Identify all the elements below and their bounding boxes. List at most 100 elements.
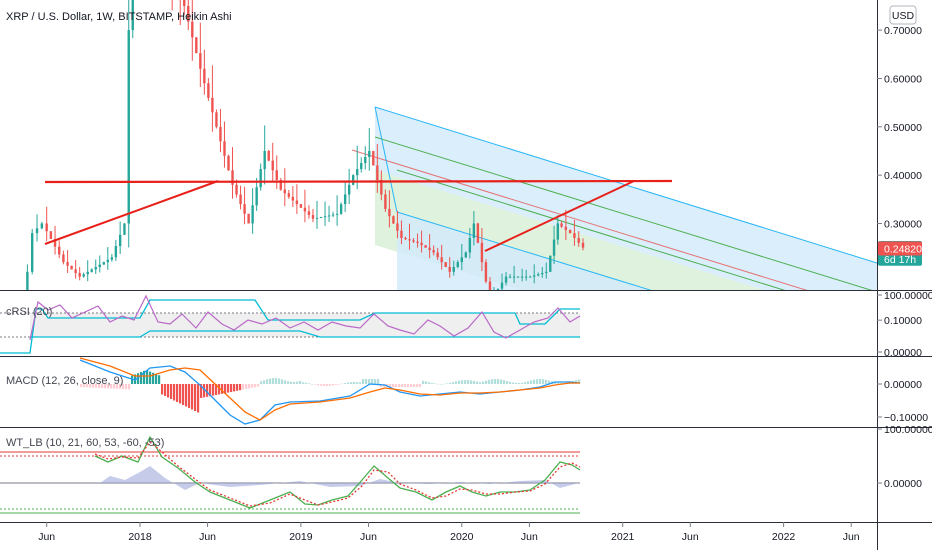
macd-histogram-bar xyxy=(92,384,95,388)
macd-histogram-bar xyxy=(485,380,488,384)
macd-histogram-bar xyxy=(251,384,254,388)
macd-histogram-bar xyxy=(536,379,539,384)
candle-body xyxy=(480,242,484,263)
macd-histogram-bar xyxy=(137,373,140,384)
time-tick-label: Jun xyxy=(843,531,860,543)
candle-body xyxy=(40,223,44,229)
macd-histogram-bar xyxy=(473,380,476,384)
macd-histogram-bar xyxy=(407,384,410,387)
candlesticks[interactable] xyxy=(0,0,585,366)
crsi-pane[interactable]: cRSI (20) xyxy=(0,294,581,354)
indicator-tick-label: −0.10000 xyxy=(884,412,928,424)
candle-body xyxy=(110,257,114,260)
candle-body xyxy=(279,179,282,190)
candle-body xyxy=(444,262,447,267)
candle-body xyxy=(259,169,262,188)
indicator-tick-label: 100.00000 xyxy=(884,424,932,436)
candle-body xyxy=(70,265,73,270)
macd-histogram-bar xyxy=(158,375,161,384)
price-tag-label: 0.24820 xyxy=(884,244,922,256)
macd-histogram-bar xyxy=(236,384,239,391)
time-axis[interactable]: Jun 2018 Jun 2019 Jun 2020 Jun 2021 Jun 2022 Jun xyxy=(38,522,860,543)
macd-histogram-bar xyxy=(194,384,197,411)
candle-body xyxy=(131,0,134,31)
candle-body xyxy=(123,223,126,235)
candle-body xyxy=(45,223,48,232)
candle-body xyxy=(227,155,230,171)
currency-button[interactable] xyxy=(889,5,917,25)
macd-histogram-bar xyxy=(116,384,119,389)
macd-histogram-bar xyxy=(125,384,128,390)
candle-body xyxy=(239,194,242,205)
candle-body xyxy=(468,237,472,253)
candle-body xyxy=(114,246,118,258)
macd-histogram-bar xyxy=(377,379,380,384)
price-tick-label: 0.70000 xyxy=(884,25,922,37)
macd-histogram-bar xyxy=(491,379,494,384)
resistance-line[interactable] xyxy=(44,179,673,184)
candle-body xyxy=(420,242,423,246)
macd-histogram-bar xyxy=(530,380,533,384)
macd-histogram-bar xyxy=(365,379,368,384)
macd-histogram-bar xyxy=(143,370,146,384)
macd-histogram-bar xyxy=(80,384,83,387)
macd-histogram-bar xyxy=(434,383,437,384)
macd-histogram-bar xyxy=(362,379,365,384)
macd-histogram-bar xyxy=(308,383,311,384)
candle-body xyxy=(30,233,34,272)
macd-histogram-bar xyxy=(188,384,191,408)
candle-body xyxy=(524,276,528,278)
candle-body xyxy=(504,276,508,283)
indicator-tick-label: 0.00000 xyxy=(884,478,922,490)
macd-histogram-bar xyxy=(296,381,299,384)
macd-histogram-bar xyxy=(245,384,248,389)
candle-body xyxy=(127,30,130,224)
chart-title: XRP / U.S. Dollar, 1W, BITSTAMP, Heikin … xyxy=(6,11,232,23)
candle-body xyxy=(323,216,327,218)
candle-body xyxy=(392,216,395,224)
price-tick-label: 0.50000 xyxy=(884,122,922,134)
time-tick-label: 2019 xyxy=(289,531,313,543)
candle-body xyxy=(335,213,339,215)
price-pane[interactable] xyxy=(0,0,877,470)
candle-body xyxy=(207,83,210,98)
wt2-line xyxy=(94,441,581,507)
candle-body xyxy=(573,233,576,238)
price-tag-label: 6d 17h xyxy=(884,254,916,266)
macd-histogram-bar xyxy=(131,375,134,384)
macd-histogram-bar xyxy=(446,383,449,384)
macd-histogram-bar xyxy=(356,382,359,384)
macd-histogram-bar xyxy=(461,380,464,384)
macd-histogram-bar xyxy=(557,382,560,384)
macd-histogram-bar xyxy=(230,384,233,392)
price-axis[interactable]: USD 0.70000 0.60000 0.50000 0.40000 0.30000 0… xyxy=(877,5,922,327)
candle-body xyxy=(541,273,544,275)
macd-histogram-bar xyxy=(248,384,251,389)
macd-histogram-bar xyxy=(104,384,107,389)
macd-histogram-bar xyxy=(299,380,302,384)
macd-histogram-bar xyxy=(200,384,203,398)
macd-pane[interactable]: MACD (12, 26, close, 9) xyxy=(6,357,581,425)
candle-body xyxy=(416,241,419,243)
pitchfork-handle xyxy=(374,106,398,213)
macd-histogram-bar xyxy=(509,381,512,384)
macd-histogram-bar xyxy=(425,381,428,384)
macd-histogram-bar xyxy=(554,382,557,384)
support-trendline-2017[interactable] xyxy=(44,180,219,245)
macd-histogram-bar xyxy=(185,384,188,407)
macd-title: MACD (12, 26, close, 9) xyxy=(6,375,123,387)
candle-body xyxy=(311,215,315,219)
macd-histogram-bar xyxy=(443,383,446,385)
macd-histogram-bar xyxy=(431,382,434,384)
candle-body xyxy=(315,217,319,219)
time-tick-label: 2021 xyxy=(611,531,635,543)
support-trendline-2020[interactable] xyxy=(484,180,635,252)
candle-body xyxy=(460,257,463,263)
macd-histogram-bar xyxy=(413,384,416,387)
currency-label[interactable]: USD xyxy=(892,10,915,22)
macd-histogram-bar xyxy=(140,372,143,384)
candle-body xyxy=(255,187,258,206)
wt-pane[interactable]: WT_LB (10, 21, 60, 53, -60, -53) xyxy=(0,435,581,514)
macd-histogram-bar xyxy=(392,384,395,387)
